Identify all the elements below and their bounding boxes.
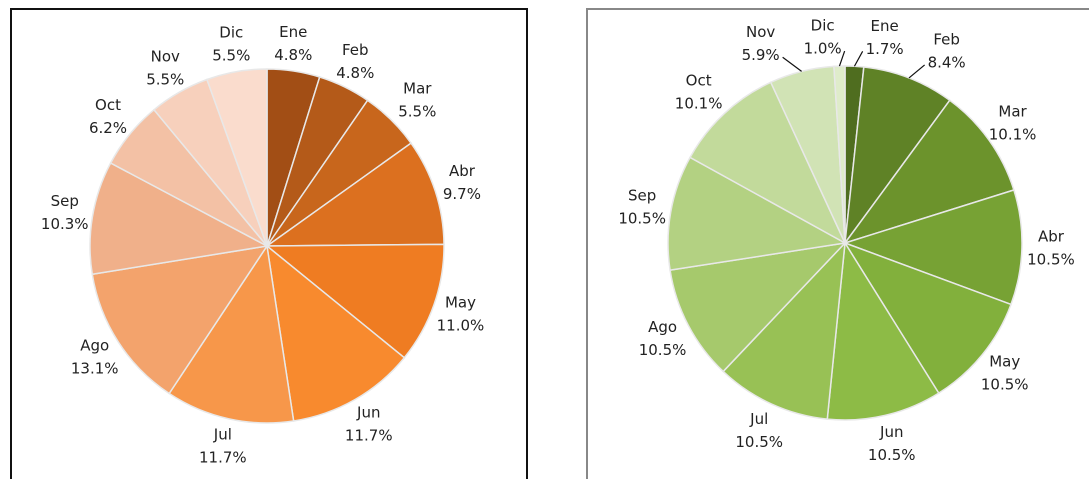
slice-value-label: 5.9% — [742, 46, 780, 64]
slice-category-label: Ene — [279, 23, 307, 41]
slice-category-label: Jul — [213, 426, 232, 444]
pie-slice — [722, 240, 846, 420]
slice-category-label: Mar — [998, 103, 1027, 121]
pie-slice — [264, 142, 445, 247]
pie-slice — [833, 65, 846, 244]
slice-category-label: Abr — [1038, 228, 1065, 246]
slice-value-label: 1.0% — [804, 40, 842, 58]
slice-category-label: Nov — [151, 48, 180, 66]
slice-value-label: 5.5% — [398, 102, 436, 120]
slice-value-label: 9.7% — [443, 185, 481, 203]
pie-slice — [669, 241, 848, 373]
slice-value-label: 5.5% — [146, 71, 184, 89]
slice-value-label: 8.4% — [928, 53, 966, 71]
slice-category-label: Dic — [219, 24, 243, 42]
slice-value-label: 11.0% — [437, 316, 485, 334]
slice-value-label: 11.7% — [199, 449, 247, 467]
slice-value-label: 10.5% — [639, 341, 687, 359]
slice-value-label: 4.8% — [274, 46, 312, 64]
slice-category-label: Jun — [879, 423, 903, 441]
pie-slice — [843, 241, 1012, 395]
slice-category-label: Jun — [356, 403, 380, 421]
pie-slice — [667, 156, 848, 271]
slice-value-label: 10.5% — [735, 433, 783, 451]
pie-slice — [689, 81, 847, 245]
slice-value-label: 10.5% — [1027, 251, 1075, 269]
pie-slice — [265, 244, 406, 422]
slice-category-label: Ene — [871, 17, 899, 35]
slice-category-label: Feb — [933, 30, 960, 48]
slice-value-label: 10.1% — [989, 126, 1037, 144]
pie-slice — [843, 66, 951, 246]
slice-value-label: 4.8% — [336, 64, 374, 82]
pie-slice — [168, 243, 295, 424]
slice-category-label: Jul — [749, 410, 768, 428]
slice-category-label: Sep — [51, 192, 79, 210]
leader-line — [853, 51, 864, 67]
slice-category-label: Nov — [746, 23, 775, 41]
slice-category-label: Oct — [95, 96, 121, 114]
slice-value-label: 11.7% — [345, 426, 393, 444]
slice-category-label: Abr — [449, 162, 476, 180]
slice-category-label: Ago — [80, 337, 109, 355]
pie-slice — [89, 162, 270, 276]
leader-line — [782, 56, 802, 72]
slice-value-label: 6.2% — [89, 119, 127, 137]
pie-slice — [843, 99, 1015, 245]
slice-category-label: Feb — [342, 41, 369, 59]
slice-value-label: 10.1% — [675, 95, 723, 113]
pie-slice — [842, 189, 1023, 306]
slice-value-label: 10.5% — [981, 376, 1029, 394]
pie-slice — [264, 243, 445, 359]
slice-value-label: 5.5% — [212, 47, 250, 65]
slice-value-label: 10.5% — [868, 446, 916, 464]
slice-value-label: 10.3% — [41, 215, 89, 233]
slice-value-label: 10.5% — [618, 210, 666, 228]
slice-category-label: Dic — [811, 17, 835, 35]
pie-slice — [91, 244, 269, 395]
slice-value-label: 1.7% — [866, 40, 904, 58]
pie-slice — [826, 240, 940, 421]
slice-category-label: Oct — [686, 72, 712, 90]
pie-slice — [205, 68, 268, 247]
slice-category-label: Mar — [403, 79, 432, 97]
slice-category-label: May — [989, 353, 1020, 371]
slice-category-label: Sep — [628, 187, 656, 205]
leader-line — [838, 50, 846, 67]
leader-line — [908, 64, 926, 79]
slice-category-label: Ago — [648, 318, 677, 336]
slice-category-label: May — [445, 293, 476, 311]
slice-value-label: 13.1% — [71, 360, 119, 378]
